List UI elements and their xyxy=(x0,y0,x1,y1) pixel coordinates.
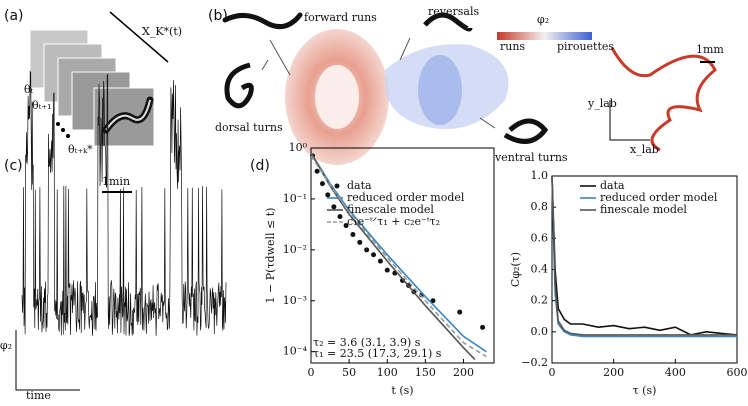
x-tick-label: 50 xyxy=(342,366,356,379)
embedding xyxy=(222,12,717,165)
colorbar-label: runs xyxy=(500,40,525,53)
series-line xyxy=(310,155,487,358)
x-tick-label: 200 xyxy=(453,366,474,379)
data-point xyxy=(364,247,370,253)
annotation: τ₂ = 3.6 (3.1, 3.9) s xyxy=(313,336,421,349)
y-tick-label: 10⁰ xyxy=(289,141,308,154)
x-tick-label: 600 xyxy=(727,366,748,379)
plot-frame xyxy=(310,147,495,364)
panel-label: (d) xyxy=(250,158,270,174)
y-tick-label: 0.6 xyxy=(531,231,549,244)
x-tick-label: 100 xyxy=(377,366,398,379)
scale-label: 1mm xyxy=(696,43,724,56)
legend-label: reduced order model xyxy=(600,191,718,204)
x-tick-label: 0 xyxy=(308,366,315,379)
y-tick-label: 10⁻¹ xyxy=(283,192,307,205)
data-point xyxy=(319,181,325,187)
colorbar-title: φ₂ xyxy=(537,13,549,26)
y-tick-label: −0.2 xyxy=(521,356,548,369)
y-tick-label: 0.4 xyxy=(531,263,549,276)
behavior-label: ventral turns xyxy=(494,151,568,164)
theta: θₜ₊₁ xyxy=(32,99,52,112)
x-axis-label: τ (s) xyxy=(633,384,657,397)
series-line xyxy=(551,175,738,336)
axis-label: φ₂ xyxy=(0,339,12,352)
data-point xyxy=(325,192,331,198)
x-axis-label: t (s) xyxy=(391,384,413,397)
data-point xyxy=(377,258,383,264)
y-axis-label: Cφ₂(τ) xyxy=(509,252,522,287)
x-tick-label: 200 xyxy=(603,366,624,379)
axis-label: x_lab xyxy=(630,143,659,156)
legend-label: data xyxy=(600,179,625,192)
y-tick-label: 10⁻² xyxy=(283,243,307,256)
y-tick-label: 10⁻³ xyxy=(283,294,307,307)
data-point xyxy=(337,214,343,220)
behavior-label: dorsal turns xyxy=(215,121,283,134)
x-tick-label: 0 xyxy=(549,366,556,379)
data-point xyxy=(457,309,463,315)
axes-arrows xyxy=(15,330,80,391)
theta: θₜ₊ₖ* xyxy=(68,143,93,156)
y-tick-label: 10⁻⁴ xyxy=(283,345,308,358)
y-tick-label: 1.0 xyxy=(531,169,549,182)
legend-label: reduced order model xyxy=(347,191,465,204)
legend-label: finescale model xyxy=(600,203,687,216)
axis-label: time xyxy=(26,389,51,402)
series-line xyxy=(551,175,737,336)
theta: θₜ xyxy=(24,83,34,96)
panel-label: (a) xyxy=(4,8,24,24)
series-line xyxy=(310,152,476,361)
y-tick-label: 0.2 xyxy=(531,294,549,307)
series-line xyxy=(310,152,487,353)
data-point xyxy=(430,298,436,304)
annotation: τ₁ = 23.5 (17.3, 29.1) s xyxy=(313,347,442,360)
y-axis-label: 1 − P(τdwell ≤ t) xyxy=(264,208,277,304)
legend-label: c₁e⁻ᵗᐟτ₁ + c₂e⁻ᵗτ₂ xyxy=(347,215,440,228)
behavior-label: forward runs xyxy=(304,11,377,24)
x-tick-label: 150 xyxy=(415,366,436,379)
window-label: X_K*(t) xyxy=(142,25,182,38)
data-point xyxy=(314,168,320,174)
legend-marker xyxy=(334,183,340,189)
y-tick-label: 0.0 xyxy=(531,325,549,338)
data-point xyxy=(350,232,356,238)
data-point xyxy=(357,239,363,245)
scale-label: 1min xyxy=(102,175,130,188)
legend-label: data xyxy=(347,179,372,192)
data-point xyxy=(384,267,390,273)
data-point xyxy=(343,223,349,229)
colorbar-label: pirouettes xyxy=(557,40,614,53)
x-tick-label: 400 xyxy=(665,366,686,379)
axis-label: y_lab xyxy=(587,97,617,110)
trace xyxy=(21,70,227,336)
y-tick-label: 0.8 xyxy=(531,200,549,213)
data-point xyxy=(480,324,486,330)
data-point xyxy=(331,204,337,210)
behavior-label: reversals xyxy=(428,5,479,18)
legend-label: finescale model xyxy=(347,203,434,216)
data-point xyxy=(371,252,377,258)
panel-label: (c) xyxy=(4,158,23,174)
